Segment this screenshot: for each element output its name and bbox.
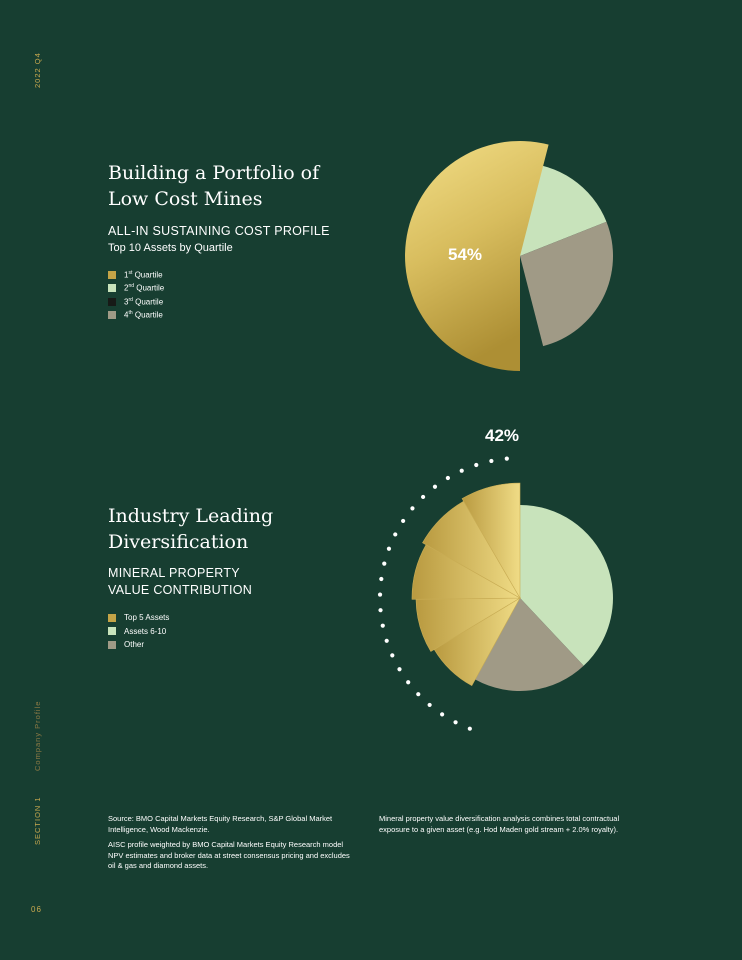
dotted-arc-dot	[384, 638, 389, 643]
dotted-arc-dot	[382, 561, 387, 566]
section2-title: Industry Leading Diversification	[108, 503, 273, 555]
legend-label: 1st Quartile	[124, 269, 163, 280]
legend-label: Other	[124, 640, 145, 650]
legend-item: Other	[108, 638, 169, 652]
section2-subtitle-line1: MINERAL PROPERTY	[108, 566, 240, 580]
dotted-arc-dot	[379, 576, 384, 582]
dotted-arc-dot	[378, 608, 383, 613]
pie-slice-assets-6-10	[520, 505, 613, 666]
section1-title-line2: Low Cost Mines	[108, 188, 263, 210]
note-aisc: AISC profile weighted by BMO Capital Mar…	[108, 840, 350, 870]
dotted-arc-dot	[489, 458, 494, 464]
pie-slice-top5-asset	[461, 482, 521, 600]
dotted-arc-dot	[401, 518, 406, 524]
legend-label: 4th Quartile	[124, 310, 163, 321]
dotted-arc-dot	[421, 494, 426, 500]
legend-swatch	[108, 627, 116, 636]
section1-caption: Top 10 Assets by Quartile	[108, 242, 233, 254]
data-label-42: 42%	[485, 426, 519, 445]
section1-subtitle: ALL-IN SUSTAINING COST PROFILE	[108, 224, 330, 238]
dotted-arc-dot	[397, 667, 402, 672]
pie-chart-diversification: 42%	[377, 426, 613, 731]
dotted-arc-dot	[410, 506, 415, 511]
legend-swatch	[108, 297, 116, 306]
dotted-arc-dot	[377, 592, 383, 597]
legend-swatch	[108, 270, 116, 279]
pie-slice-1st-quartile	[405, 140, 549, 371]
data-label-54: 54%	[448, 245, 482, 264]
dotted-arc-dot	[390, 653, 395, 658]
dotted-arc-dot	[386, 546, 392, 551]
legend-swatch	[108, 640, 116, 649]
section1-title: Building a Portfolio of Low Cost Mines	[108, 160, 319, 212]
legend-swatch	[108, 311, 116, 320]
legend-label: 3rd Quartile	[124, 296, 164, 307]
legend-label: Top 5 Assets	[124, 613, 170, 623]
dotted-arc-dot	[459, 468, 464, 473]
section1-legend: 1st Quartile 2nd Quartile 3rd Quartile 4…	[108, 268, 164, 322]
dotted-arc-dot	[453, 720, 458, 725]
notes-right: Mineral property value diversification a…	[379, 814, 641, 840]
legend-item: Top 5 Assets	[108, 611, 169, 625]
dotted-arc-dot	[427, 702, 432, 708]
dotted-arc-dot	[440, 712, 445, 717]
dotted-arc-dot	[432, 484, 438, 489]
dotted-arc-dot	[474, 462, 479, 468]
legend-label: 2nd Quartile	[124, 283, 165, 294]
legend-item: Assets 6-10	[108, 625, 169, 639]
note-diversification: Mineral property value diversification a…	[379, 814, 620, 834]
section2-subtitle-line2: VALUE CONTRIBUTION	[108, 583, 253, 597]
section2-title-line2: Diversification	[108, 531, 249, 553]
legend-item: 4th Quartile	[108, 309, 164, 323]
page-number: 06	[31, 905, 42, 914]
pie-chart-aisc: 54%	[405, 140, 614, 371]
legend-swatch	[108, 613, 116, 622]
dotted-arc-dot	[393, 532, 398, 537]
legend-item: 1st Quartile	[108, 268, 164, 282]
section2-legend: Top 5 Assets Assets 6-10 Other	[108, 611, 169, 652]
section1-title-line1: Building a Portfolio of	[108, 162, 320, 184]
pie-slice-4th-quartile	[520, 221, 614, 347]
dotted-arc-dot	[504, 456, 509, 461]
legend-label: Assets 6-10	[124, 626, 167, 636]
note-source: Source: BMO Capital Markets Equity Resea…	[108, 814, 333, 834]
section2-subtitle: MINERAL PROPERTY VALUE CONTRIBUTION	[108, 565, 252, 599]
dotted-arc-dot	[445, 475, 450, 481]
notes-left: Source: BMO Capital Markets Equity Resea…	[108, 814, 353, 877]
pie-slice-other	[475, 598, 584, 691]
dotted-arc-dot	[467, 726, 472, 731]
dotted-arc-dot	[380, 623, 385, 628]
legend-item: 2nd Quartile	[108, 282, 164, 296]
pie-slice-2nd-quartile	[520, 163, 607, 256]
legend-item: 3rd Quartile	[108, 295, 164, 309]
legend-swatch	[108, 284, 116, 293]
section2-title-line1: Industry Leading	[108, 505, 274, 527]
dotted-arc-dot	[416, 692, 421, 697]
dotted-arc-dot	[406, 680, 411, 685]
